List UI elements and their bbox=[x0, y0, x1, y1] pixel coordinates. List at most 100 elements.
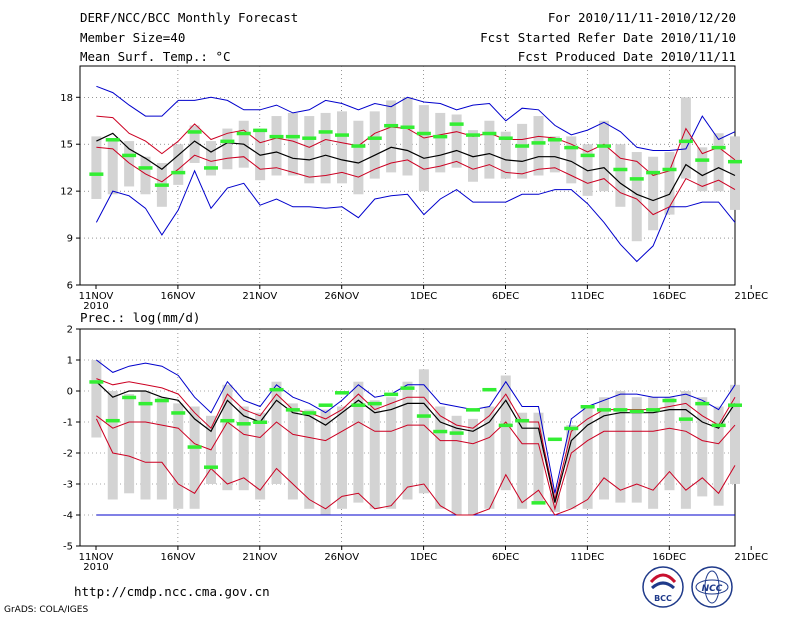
prec-observed-marker bbox=[482, 387, 497, 392]
prec-observed-marker bbox=[466, 408, 480, 412]
temp-observed-marker bbox=[285, 134, 300, 139]
prec-observed-marker bbox=[547, 437, 562, 442]
prec-p90-line bbox=[96, 378, 736, 500]
forecast-started-date: Fcst Started Refer Date 2010/11/10 bbox=[480, 30, 736, 45]
prec-year-label: 2010 bbox=[83, 562, 108, 573]
prec-ytick-label: -1 bbox=[63, 418, 73, 429]
source-url[interactable]: http://cmdp.ncc.cma.gov.cn bbox=[74, 584, 270, 599]
temp-observed-marker bbox=[351, 144, 366, 148]
temp-ensemble-box bbox=[304, 116, 315, 184]
temp-observed-marker bbox=[220, 139, 235, 144]
prec-observed-marker bbox=[564, 426, 579, 431]
temp-observed-marker bbox=[662, 167, 677, 172]
precipitation-panel: 11NOV 16NOV 21NOV 26NOV 1DEC 6DEC 11DEC 16DEC 21… bbox=[63, 325, 768, 574]
temp-ensemble-box bbox=[435, 112, 446, 173]
temp-observed-marker bbox=[122, 153, 137, 158]
temp-observed-marker bbox=[711, 145, 726, 150]
prec-xtick-label: 26NOV bbox=[324, 552, 359, 563]
temp-ensemble-box bbox=[730, 136, 740, 210]
temp-ensemble-box bbox=[255, 128, 266, 181]
temp-ensemble-box bbox=[713, 133, 724, 192]
prec-observed-marker bbox=[335, 391, 349, 395]
temp-ensemble-box bbox=[468, 130, 478, 182]
temp-p90-line bbox=[96, 115, 736, 177]
bcc-logo: BCC bbox=[642, 566, 684, 608]
temp-xtick-label: 21NOV bbox=[242, 291, 277, 302]
temp-ensemble-box bbox=[533, 116, 544, 176]
prec-ensemble-box bbox=[500, 375, 511, 491]
prec-ensemble-box bbox=[680, 391, 691, 509]
prec-ensemble-box bbox=[140, 391, 151, 500]
temp-year-label: 2010 bbox=[83, 301, 108, 312]
prec-ensemble-box bbox=[451, 415, 462, 515]
temp-ensemble-box bbox=[664, 152, 675, 215]
prec-ensemble-box bbox=[402, 381, 413, 500]
temp-ensemble-box bbox=[107, 139, 118, 195]
prec-max-line bbox=[96, 359, 736, 494]
temp-mean-line bbox=[96, 132, 736, 202]
prec-ensemble-box bbox=[599, 397, 609, 500]
temp-observed-marker bbox=[613, 167, 628, 172]
prec-xtick-label: 16DEC bbox=[652, 552, 686, 563]
temp-observed-marker bbox=[597, 144, 611, 148]
prec-ensemble-box bbox=[271, 381, 282, 484]
prec-ytick-label: 0 bbox=[67, 387, 73, 398]
temp-min-line bbox=[95, 169, 736, 263]
prec-ensemble-box bbox=[468, 418, 478, 515]
temp-xtick-label: 26NOV bbox=[324, 291, 359, 302]
prec-ensemble-box bbox=[533, 412, 544, 503]
ncc-logo: NCC bbox=[691, 566, 733, 608]
temp-ytick-label: 9 bbox=[67, 234, 73, 245]
temp-ensemble-box bbox=[386, 100, 397, 173]
temp-ytick-label: 12 bbox=[60, 187, 73, 198]
prec-observed-marker bbox=[285, 408, 300, 412]
temp-ytick-label: 15 bbox=[60, 140, 73, 151]
prec-observed-marker bbox=[236, 422, 251, 426]
temp-observed-marker bbox=[466, 133, 480, 137]
prec-observed-marker bbox=[204, 465, 218, 469]
prec-ensemble-box bbox=[386, 397, 397, 509]
temp-ensemble-box bbox=[353, 120, 364, 195]
prec-ensemble-box bbox=[418, 369, 429, 494]
prec-xtick-label: 21NOV bbox=[242, 552, 277, 563]
prec-observed-marker bbox=[515, 418, 530, 423]
prec-observed-marker bbox=[253, 420, 268, 424]
temp-observed-marker bbox=[236, 131, 251, 136]
temp-observed-marker bbox=[105, 138, 120, 142]
prec-ensemble-box bbox=[517, 412, 528, 509]
temp-observed-marker bbox=[646, 170, 661, 175]
prec-ensemble-box bbox=[648, 397, 659, 509]
prec-ensemble-box bbox=[353, 381, 364, 503]
temp-observed-marker bbox=[678, 139, 693, 144]
temp-ensemble-box bbox=[697, 147, 708, 192]
temp-ensemble-box bbox=[517, 123, 528, 179]
temp-observed-marker bbox=[547, 138, 562, 142]
prec-ensemble-box bbox=[173, 403, 184, 509]
prec-observed-marker bbox=[89, 380, 104, 384]
temp-ensemble-box bbox=[599, 120, 609, 192]
prec-ensemble-box bbox=[631, 397, 642, 503]
temp-ytick-label: 6 bbox=[67, 281, 73, 292]
temp-observed-marker bbox=[564, 145, 579, 150]
temp-observed-marker bbox=[531, 141, 546, 145]
temp-p10-line bbox=[96, 146, 736, 216]
temp-xtick-label: 1DEC bbox=[410, 291, 437, 302]
temp-ensemble-box bbox=[402, 97, 413, 176]
temp-xtick-label: 21DEC bbox=[734, 291, 768, 302]
temp-ensemble-box bbox=[369, 111, 380, 179]
grads-credit: GrADS: COLA/IGES bbox=[4, 605, 89, 615]
prec-ensemble-box bbox=[566, 425, 577, 509]
prec-observed-marker bbox=[449, 431, 464, 435]
prec-ensemble-box bbox=[615, 391, 626, 503]
temp-observed-marker bbox=[335, 133, 349, 137]
prec-ensemble-box bbox=[255, 412, 266, 500]
temp-ensemble-box bbox=[337, 111, 347, 184]
temp-ensemble-box bbox=[271, 116, 282, 176]
temp-ensemble-box bbox=[173, 144, 184, 185]
prec-observed-marker bbox=[318, 403, 333, 407]
temp-ensemble-box bbox=[566, 136, 577, 184]
temp-observed-marker bbox=[695, 158, 710, 162]
prec-observed-marker bbox=[433, 429, 448, 434]
prec-xtick-label: 6DEC bbox=[492, 552, 519, 563]
